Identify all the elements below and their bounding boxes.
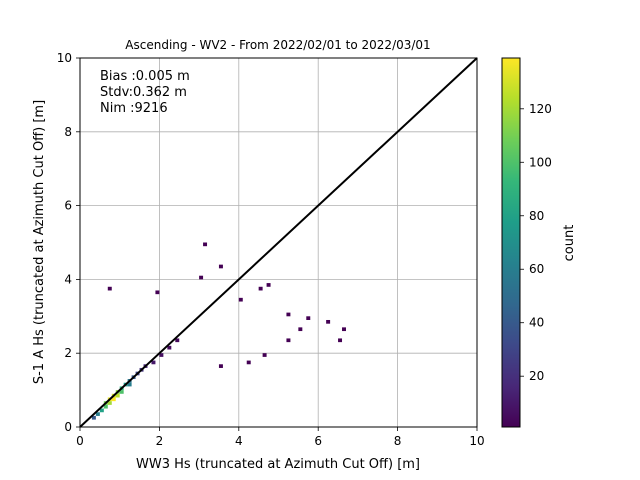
histogram-cell — [218, 264, 223, 269]
y-tick-label: 2 — [64, 346, 72, 360]
colorbar: 20 40 60 80 100 120 count — [501, 57, 577, 428]
histogram-cell — [262, 353, 267, 357]
histogram-cell — [338, 338, 343, 343]
x-tick-label: 6 — [314, 434, 322, 448]
stats-annotation: Stdv:0.362 m — [100, 85, 187, 100]
x-axis-ticks: 0 2 4 6 8 10 — [76, 427, 485, 448]
histogram-cell — [246, 360, 251, 365]
y-axis-label: S-1 A Hs (truncated at Azimuth Cut Off) … — [32, 100, 47, 384]
y-tick-label: 8 — [64, 125, 72, 139]
histogram-cell — [119, 390, 124, 394]
histogram-cell — [203, 242, 208, 247]
x-tick-label: 4 — [235, 434, 243, 448]
histogram-cell — [298, 327, 303, 332]
histogram-cell — [238, 297, 243, 302]
histogram-cell — [91, 415, 96, 420]
histogram-cell — [111, 397, 116, 402]
x-tick-label: 10 — [469, 434, 484, 448]
histogram-cell — [103, 404, 108, 409]
y-tick-label: 4 — [64, 272, 72, 286]
colorbar-tick-label: 120 — [529, 102, 552, 116]
histogram-cell — [199, 275, 204, 280]
x-tick-label: 2 — [156, 434, 164, 448]
y-tick-label: 0 — [64, 420, 72, 434]
colorbar-gradient — [501, 57, 521, 428]
histogram-cell — [155, 290, 160, 295]
histogram-cell — [326, 319, 331, 324]
plot-frame — [79, 57, 478, 428]
colorbar-tick-label: 60 — [529, 262, 544, 276]
histogram-cell — [306, 316, 311, 320]
histogram-cell — [286, 338, 291, 343]
colorbar-ticks: 20 40 60 80 100 120 — [520, 102, 552, 383]
histogram-cell — [99, 408, 104, 413]
histogram-cell — [127, 382, 132, 387]
one-to-one-line — [79, 57, 478, 428]
histogram-cell — [107, 401, 112, 405]
histogram-cell — [286, 312, 291, 317]
x-axis-label: WW3 Hs (truncated at Azimuth Cut Off) [m… — [136, 457, 420, 472]
colorbar-tick-label: 80 — [529, 209, 544, 223]
y-tick-label: 6 — [64, 199, 72, 213]
x-tick-label: 8 — [394, 434, 402, 448]
y-tick-label: 10 — [57, 51, 72, 65]
y-axis-ticks: 0 2 4 6 8 10 — [57, 51, 80, 434]
histogram-cell — [95, 412, 100, 416]
colorbar-label: count — [562, 225, 577, 262]
chart-title: Ascending - WV2 - From 2022/02/01 to 202… — [125, 38, 430, 52]
histogram-cell — [342, 327, 346, 332]
stats-annotation: Bias :0.005 m — [100, 69, 190, 84]
colorbar-tick-label: 40 — [529, 316, 544, 330]
histogram-cell — [266, 283, 271, 287]
histogram-cell — [151, 360, 156, 365]
histogram-cell — [218, 364, 223, 368]
colorbar-tick-label: 20 — [529, 369, 544, 383]
histogram-cell — [167, 345, 172, 350]
histogram-cell — [159, 353, 164, 357]
stats-annotation: Nim :9216 — [100, 101, 168, 116]
x-tick-label: 0 — [76, 434, 84, 448]
histogram-cell — [115, 393, 120, 398]
colorbar-tick-label: 100 — [529, 155, 552, 169]
histogram-cell — [175, 338, 180, 343]
histogram-cell — [107, 286, 112, 291]
plot-area — [79, 57, 478, 428]
histogram-cell — [258, 286, 263, 291]
